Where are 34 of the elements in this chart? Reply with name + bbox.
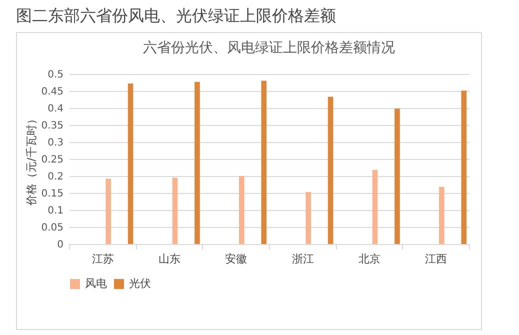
bar xyxy=(328,96,334,244)
bar xyxy=(394,108,400,244)
bar xyxy=(194,82,200,244)
y-tick-label: 0.3 xyxy=(48,138,64,148)
legend-label: 风电 xyxy=(85,277,107,290)
y-tick-label: 0.35 xyxy=(41,120,64,132)
y-tick-label: 0.1 xyxy=(48,206,64,216)
bar xyxy=(261,80,267,244)
chart-subtitle: 六省份光伏、风电绿证上限价格差额情况 xyxy=(143,40,395,56)
y-tick-label: 0.2 xyxy=(48,172,64,182)
y-tick-label: 0.5 xyxy=(48,70,64,80)
bar xyxy=(239,176,244,244)
bar xyxy=(306,192,311,244)
bar xyxy=(128,84,134,244)
x-tick-label: 山东 xyxy=(158,252,180,266)
y-axis-title: 价格（元/千瓦时） xyxy=(25,114,38,206)
y-tick-label: 0.15 xyxy=(41,188,64,200)
bar xyxy=(372,170,378,244)
bar xyxy=(172,178,178,244)
x-tick-label: 江西 xyxy=(425,252,448,266)
y-tick-label: 0.05 xyxy=(41,222,64,234)
x-tick-label: 北京 xyxy=(358,252,380,266)
bar xyxy=(106,178,111,244)
chart-title: 图二东部六省份风电、光伏绿证上限价格差额 xyxy=(16,6,336,27)
bar xyxy=(439,186,444,244)
bar xyxy=(461,90,467,244)
y-tick-label: 0.25 xyxy=(41,154,64,166)
x-tick-label: 安徽 xyxy=(225,252,248,266)
y-tick-label: 0 xyxy=(57,240,64,250)
legend-label: 光伏 xyxy=(129,277,151,290)
y-tick-label: 0.45 xyxy=(41,86,64,98)
x-tick-label: 江苏 xyxy=(92,252,114,266)
y-tick-label: 0.4 xyxy=(48,104,64,114)
x-tick-label: 浙江 xyxy=(292,252,314,266)
